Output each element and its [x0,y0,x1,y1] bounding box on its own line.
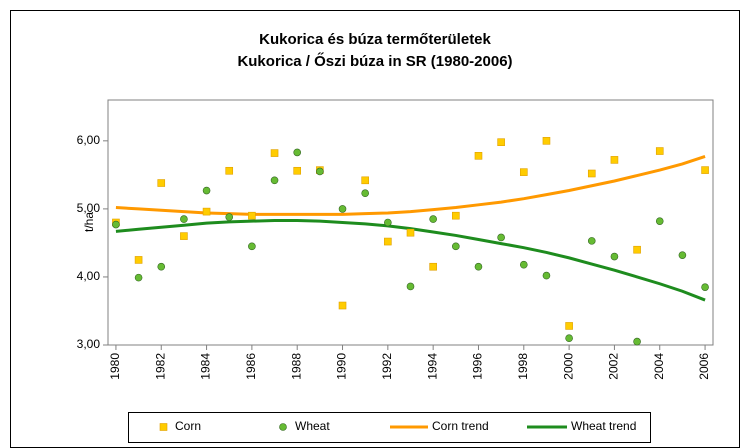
legend-label: Wheat [295,419,330,433]
point [655,147,664,155]
point [474,262,483,271]
point [587,169,596,178]
y-tick-label: 4,00 [77,269,101,283]
point [474,152,483,160]
x-tick-label: 1982 [153,353,167,380]
point [270,176,279,185]
point [225,213,234,221]
point [202,207,211,216]
point [701,166,709,174]
point [112,220,120,229]
y-tick-label: 3,00 [77,337,101,351]
point [497,233,505,242]
x-tick-label: 2004 [652,353,666,380]
point [202,186,211,195]
point [225,166,234,175]
point [452,211,460,220]
point [655,217,664,225]
x-tick-label: 1984 [199,353,213,380]
point [497,138,505,146]
point [406,282,415,291]
point [406,228,415,237]
x-tick-label: 2000 [561,353,575,380]
point [180,232,188,240]
chart-title: Kukorica és búza termőterületek [259,31,491,48]
legend-label: Corn trend [432,419,489,433]
x-tick-label: 2002 [607,353,621,380]
point [701,283,709,291]
x-tick-label: 1994 [425,353,439,380]
x-tick-label: 1980 [108,353,122,380]
legend-label: Wheat trend [571,419,636,433]
point [633,245,641,254]
point [248,242,256,251]
y-axis-label: t/ha [82,212,96,232]
point [338,205,347,213]
point [565,322,573,330]
point [293,166,302,175]
point [338,301,347,310]
point [678,251,687,259]
point [429,215,437,223]
point [134,256,143,264]
point [587,237,596,245]
point [157,179,166,187]
x-tick-label: 2006 [697,353,711,380]
x-tick-label: 1998 [516,353,530,380]
legend-swatch [279,423,287,431]
point [134,273,143,282]
legend-label: Corn [175,419,201,433]
point [452,242,460,251]
x-tick-label: 1988 [289,353,303,380]
point [361,189,369,198]
point [519,168,528,176]
point [519,260,528,269]
point [384,237,392,246]
point [361,176,369,185]
point [316,167,324,176]
x-tick-label: 1992 [380,353,394,380]
x-tick-label: 1990 [335,353,349,380]
x-tick-label: 1996 [471,353,485,380]
point [384,218,392,227]
point [248,211,256,220]
x-tick-label: 1986 [244,353,258,380]
trend-line [115,155,706,216]
point [633,337,641,346]
point [157,262,166,271]
point [610,252,619,261]
point [542,137,551,145]
y-tick-label: 6,00 [77,133,101,147]
point [542,271,551,280]
y-tick-label: 5,00 [77,201,101,215]
point [565,334,573,342]
chart-subtitle: Kukorica / Őszi búza in SR (1980-2006) [237,52,512,70]
point [270,149,279,157]
point [180,215,188,223]
point [610,156,619,164]
legend-swatch [159,423,168,431]
trend-line [115,218,706,302]
point [429,262,437,271]
point [293,148,302,157]
